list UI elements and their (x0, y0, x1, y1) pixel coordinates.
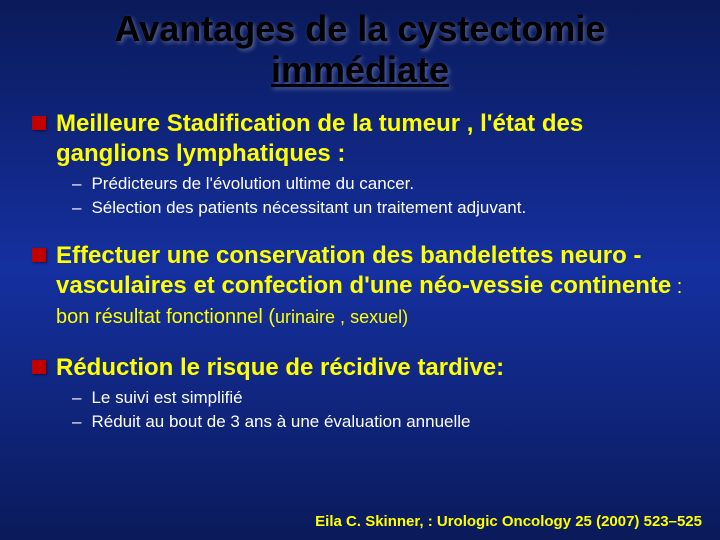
sub-item: – Prédicteurs de l'évolution ultime du c… (72, 173, 688, 195)
main-text-3: Réduction le risque de récidive tardive: (56, 353, 504, 383)
bullet-item-2: Effectuer une conservation des bandelett… (32, 241, 688, 331)
main-text-2: Effectuer une conservation des bandelett… (56, 241, 688, 331)
sub-item: – Le suivi est simplifié (72, 387, 688, 409)
main-text-1: Meilleure Stadification de la tumeur , l… (56, 109, 688, 169)
sub-item: – Réduit au bout de 3 ans à une évaluati… (72, 411, 688, 433)
title-line1: Avantages de la cystectomie (115, 8, 606, 49)
sub-text-1-1: Prédicteurs de l'évolution ultime du can… (91, 173, 414, 195)
sub-text-1-2: Sélection des patients nécessitant un tr… (91, 197, 526, 219)
main-bold-2: Effectuer une conservation des bandelett… (56, 242, 671, 299)
square-bullet-icon (32, 116, 46, 130)
sub-text-3-1: Le suivi est simplifié (91, 387, 242, 409)
slide-content: Meilleure Stadification de la tumeur , l… (0, 95, 720, 433)
slide-title: Avantages de la cystectomie immédiate (0, 0, 720, 95)
square-bullet-icon (32, 360, 46, 374)
dash-icon: – (72, 197, 81, 219)
square-bullet-icon (32, 248, 46, 262)
bullet-item-1: Meilleure Stadification de la tumeur , l… (32, 109, 688, 169)
dash-icon: – (72, 173, 81, 195)
sub-list-1: – Prédicteurs de l'évolution ultime du c… (72, 173, 688, 219)
citation-text: Eila C. Skinner, : Urologic Oncology 25 … (315, 513, 702, 530)
sub-list-3: – Le suivi est simplifié – Réduit au bou… (72, 387, 688, 433)
title-line2: immédiate (271, 49, 449, 90)
dash-icon: – (72, 387, 81, 409)
sub-item: – Sélection des patients nécessitant un … (72, 197, 688, 219)
sub-text-3-2: Réduit au bout de 3 ans à une évaluation… (91, 411, 470, 433)
dash-icon: – (72, 411, 81, 433)
bullet-item-3: Réduction le risque de récidive tardive: (32, 353, 688, 383)
